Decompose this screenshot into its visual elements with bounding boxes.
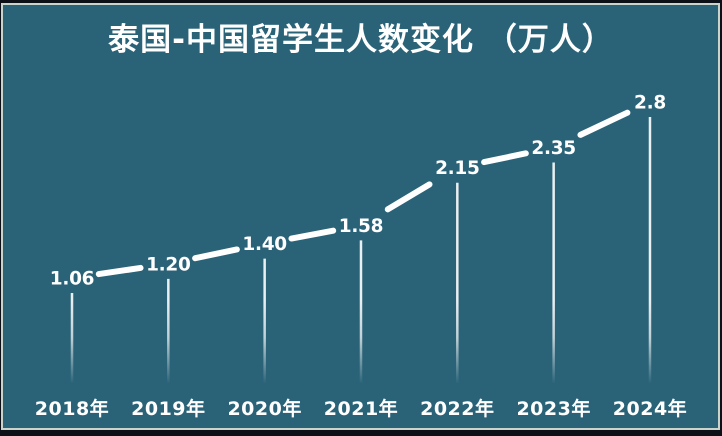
line-series: [95, 109, 631, 278]
year-label: 2022年: [420, 397, 494, 420]
line-segment: [384, 181, 433, 213]
data-point-label: 1.20: [146, 254, 190, 275]
data-point-label: 1.58: [339, 216, 383, 237]
line-segment: [288, 227, 337, 242]
line-segment: [481, 150, 529, 166]
year-label: 2018年: [35, 397, 109, 420]
year-label: 2023年: [516, 397, 590, 420]
data-point-label: 2.35: [531, 138, 575, 159]
data-point-label: 1.40: [242, 234, 286, 255]
line-segment: [192, 246, 240, 262]
line-segment: [577, 109, 631, 138]
data-point-label: 1.06: [50, 269, 94, 290]
year-label: 2020年: [227, 397, 301, 420]
drop-lines: [70, 116, 652, 383]
line-segment: [95, 264, 144, 278]
data-point-labels: 1.06 1.20 1.40 1.58 2.15 2.35 2.8: [50, 92, 666, 289]
chart-title: 泰国-中国留学生人数变化 （万人）: [108, 22, 614, 58]
year-label: 2024年: [613, 397, 687, 420]
x-axis-labels: 2018年 2019年 2020年 2021年 2022年 2023年 2024年: [35, 397, 687, 420]
year-label: 2021年: [324, 397, 398, 420]
year-label: 2019年: [131, 397, 205, 420]
data-point-label: 2.15: [435, 158, 479, 179]
data-point-label: 2.8: [634, 92, 666, 113]
